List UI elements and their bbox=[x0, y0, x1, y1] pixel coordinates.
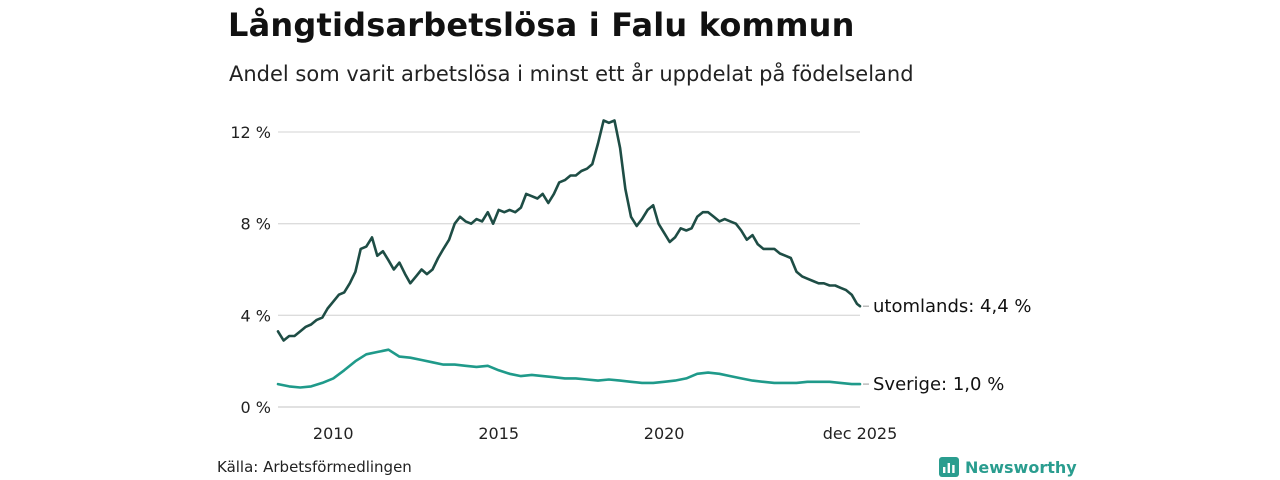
series-end-label: utomlands: 4,4 % bbox=[873, 296, 1032, 317]
y-tick-label: 4 % bbox=[241, 306, 271, 325]
chart-subtitle: Andel som varit arbetslösa i minst ett å… bbox=[229, 62, 914, 86]
y-axis-ticks: 0 % 4 % 8 % 12 % bbox=[230, 123, 271, 417]
x-tick-label: dec 2025 bbox=[823, 424, 898, 443]
series-line-utomlands bbox=[276, 119, 862, 342]
x-tick-label: 2020 bbox=[644, 424, 685, 443]
x-tick-label: 2015 bbox=[478, 424, 519, 443]
series-end-label: Sverige: 1,0 % bbox=[873, 374, 1004, 395]
series-end-labels: utomlands: 4,4 % Sverige: 1,0 % bbox=[863, 296, 1032, 395]
y-tick-label: 12 % bbox=[230, 123, 271, 142]
series-line-sverige bbox=[276, 348, 862, 389]
chart-title: Långtidsarbetslösa i Falu kommun bbox=[228, 6, 855, 44]
y-tick-label: 0 % bbox=[241, 398, 271, 417]
brand-name: Newsworthy bbox=[965, 457, 1077, 477]
y-tick-label: 8 % bbox=[241, 215, 271, 234]
x-tick-label: 2010 bbox=[313, 424, 354, 443]
x-axis-ticks: 2010 2015 2020 dec 2025 bbox=[313, 424, 897, 443]
bar-chart-logo-icon bbox=[939, 457, 959, 477]
series-lines bbox=[276, 119, 862, 389]
grid-lines bbox=[278, 131, 860, 408]
source-note: Källa: Arbetsförmedlingen bbox=[217, 458, 412, 476]
brand-logo[interactable]: Newsworthy bbox=[939, 457, 1077, 477]
